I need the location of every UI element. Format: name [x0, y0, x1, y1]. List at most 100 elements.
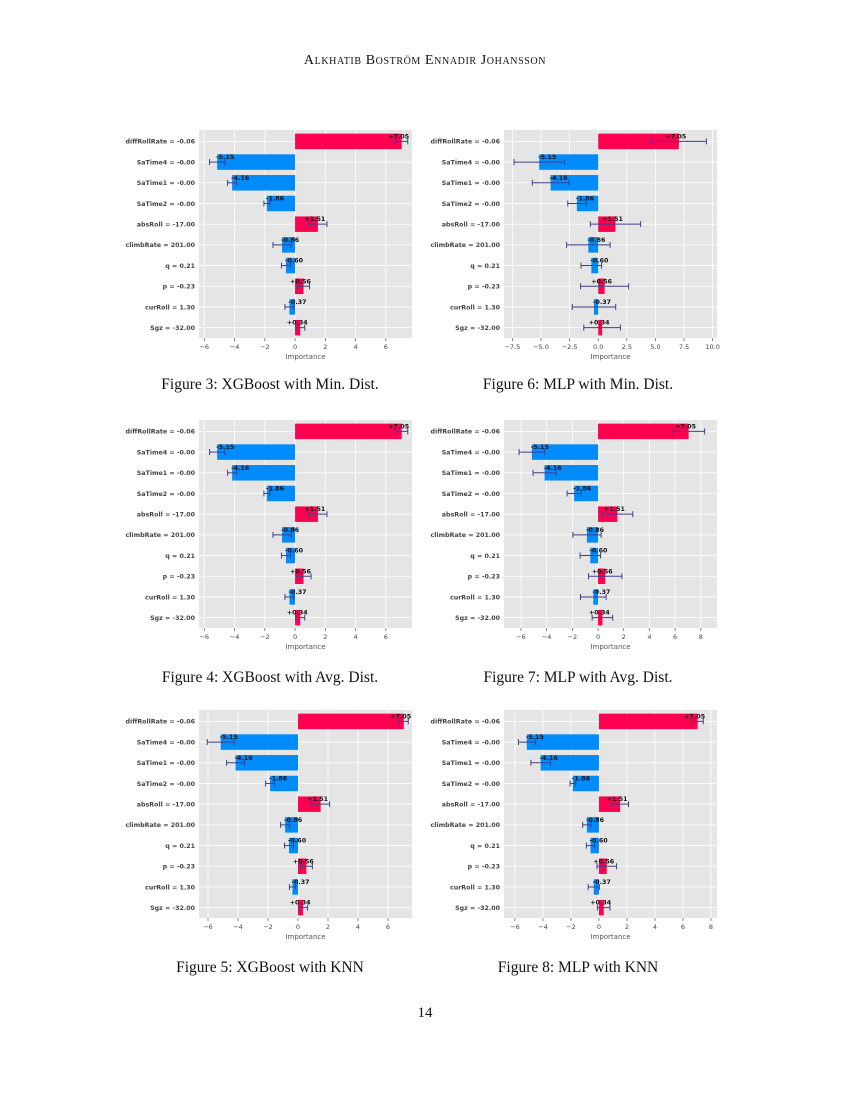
bar-value-label: -0.60 — [589, 838, 608, 845]
x-tick-label: 4 — [653, 923, 657, 931]
negative-bar — [220, 734, 298, 750]
bar-chart: −7.5 −5.0 −2.5 0.0 2.5 5.0 7.5 10.0 Importance di… — [431, 130, 720, 361]
x-tick-label: 4 — [354, 343, 358, 351]
x-tick-label: −5.0 — [533, 343, 549, 351]
figure-7-caption: Figure 7: MLP with Avg. Dist. — [483, 669, 673, 686]
y-category-label: SaTime4 = -0.00 — [442, 159, 501, 166]
x-axis-label: Importance — [285, 353, 325, 361]
negative-bar — [540, 755, 599, 771]
y-category-label: SaTime4 = -0.00 — [442, 449, 501, 456]
bar-value-label: -0.86 — [284, 817, 303, 824]
x-tick-label: 6 — [673, 633, 677, 641]
y-category-label: SaTime2 = -0.00 — [137, 781, 196, 788]
y-category-label: SaTime4 = -0.00 — [137, 159, 196, 166]
y-category-label: q = 0.21 — [165, 843, 195, 850]
bar-value-label: +7.05 — [388, 133, 409, 140]
y-category-label: p = -0.23 — [163, 284, 195, 291]
negative-bar — [217, 444, 296, 460]
y-category-label: SaTime1 = -0.00 — [442, 180, 501, 187]
bar-value-label: +0.34 — [290, 900, 311, 907]
y-category-label: q = 0.21 — [165, 263, 195, 270]
bar-value-label: -5.15 — [538, 154, 556, 161]
running-header: Alkhatib Boström Ennadir Johansson — [303, 53, 547, 68]
bar-value-label: -0.86 — [586, 817, 605, 824]
bar-value-label: +1.51 — [304, 506, 325, 513]
x-tick-label: −4 — [230, 633, 240, 641]
x-tick-label: 2 — [326, 923, 330, 931]
bar-value-label: -1.86 — [573, 485, 592, 492]
x-tick-label: −4 — [538, 923, 548, 931]
x-tick-label: 2 — [622, 633, 626, 641]
y-category-label: q = 0.21 — [470, 843, 500, 850]
x-tick-label: −4 — [233, 923, 243, 931]
figure-8-chart: −6 −4 −2 0 2 4 6 8 Importance diffRollRate = -0.0… — [425, 705, 725, 945]
negative-bar — [232, 175, 296, 191]
negative-bar — [232, 465, 296, 481]
x-tick-label: −2.5 — [562, 343, 578, 351]
x-tick-label: 6 — [384, 633, 388, 641]
y-category-label: absRoll = -17.00 — [442, 221, 501, 228]
bar-value-label: -4.16 — [540, 755, 559, 762]
x-tick-label: 8 — [699, 633, 703, 641]
x-tick-label: 2 — [323, 633, 327, 641]
bar-value-label: +1.51 — [604, 506, 625, 513]
y-category-label: curRoll = 1.30 — [145, 594, 196, 601]
x-tick-label: −7.5 — [504, 343, 520, 351]
negative-bar — [526, 734, 599, 750]
y-category-label: curRoll = 1.30 — [145, 884, 196, 891]
bar-value-label: -0.37 — [288, 589, 306, 596]
y-category-label: p = -0.23 — [163, 864, 195, 871]
bar-value-label: -0.37 — [288, 299, 306, 306]
positive-bar — [295, 506, 318, 522]
bar-value-label: +7.05 — [388, 423, 409, 430]
y-category-label: diffRollRate = -0.06 — [126, 719, 196, 726]
negative-bar — [217, 154, 296, 170]
y-category-label: curRoll = 1.30 — [450, 594, 501, 601]
bar-value-label: -4.16 — [231, 175, 250, 182]
bar-value-label: -4.16 — [235, 755, 254, 762]
bar-chart: −6 −4 −2 0 2 4 6 Importance diffRollRate = -0.06… — [126, 420, 412, 651]
bar-value-label: -1.86 — [266, 485, 285, 492]
x-tick-label: 6 — [384, 343, 388, 351]
x-axis-label: Importance — [285, 643, 325, 651]
y-category-label: diffRollRate = -0.06 — [431, 429, 501, 436]
y-category-label: SaTime1 = -0.00 — [137, 470, 196, 477]
positive-bar — [598, 713, 698, 730]
bar-value-label: -0.37 — [593, 299, 611, 306]
page-number: 14 — [417, 1005, 433, 1021]
x-axis-label: Importance — [285, 933, 325, 941]
x-tick-label: −4 — [542, 633, 552, 641]
y-category-label: SaTime1 = -0.00 — [442, 470, 501, 477]
positive-bar — [598, 796, 621, 812]
bar-value-label: -4.16 — [231, 465, 250, 472]
y-category-label: q = 0.21 — [165, 553, 195, 560]
x-tick-label: 4 — [356, 923, 360, 931]
x-axis-label: Importance — [590, 643, 630, 651]
x-tick-label: 0 — [293, 343, 297, 351]
x-tick-label: 8 — [709, 923, 713, 931]
positive-bar — [295, 133, 402, 150]
bar-value-label: -0.86 — [281, 527, 300, 534]
y-category-label: climbRate = 201.00 — [431, 532, 501, 539]
y-category-label: p = -0.23 — [468, 574, 500, 581]
positive-bar — [298, 713, 404, 730]
y-category-label: SaTime4 = -0.00 — [137, 739, 196, 746]
negative-bar — [576, 195, 599, 212]
x-tick-label: 6 — [681, 923, 685, 931]
bar-value-label: -0.37 — [592, 589, 610, 596]
bar-value-label: +0.56 — [293, 858, 314, 865]
x-tick-label: −2 — [263, 923, 273, 931]
y-category-label: p = -0.23 — [163, 574, 195, 581]
bar-value-label: -0.86 — [587, 237, 606, 244]
y-category-label: SaTime2 = -0.00 — [442, 781, 501, 788]
figure-5-chart: −6 −4 −2 0 2 4 6 Importance diffRollRate = -0.06… — [120, 705, 420, 945]
y-category-label: Sgz = -32.00 — [455, 905, 501, 912]
bar-value-label: -0.60 — [288, 838, 307, 845]
y-category-label: SaTime2 = -0.00 — [442, 491, 501, 498]
y-category-label: absRoll = -17.00 — [137, 801, 196, 808]
negative-bar — [586, 817, 599, 833]
bar-chart: −6 −4 −2 0 2 4 6 Importance diffRollRate = -0.06… — [126, 130, 412, 361]
bar-value-label: -4.16 — [544, 465, 563, 472]
bar-value-label: -0.37 — [593, 879, 611, 886]
x-tick-label: −6 — [516, 633, 526, 641]
